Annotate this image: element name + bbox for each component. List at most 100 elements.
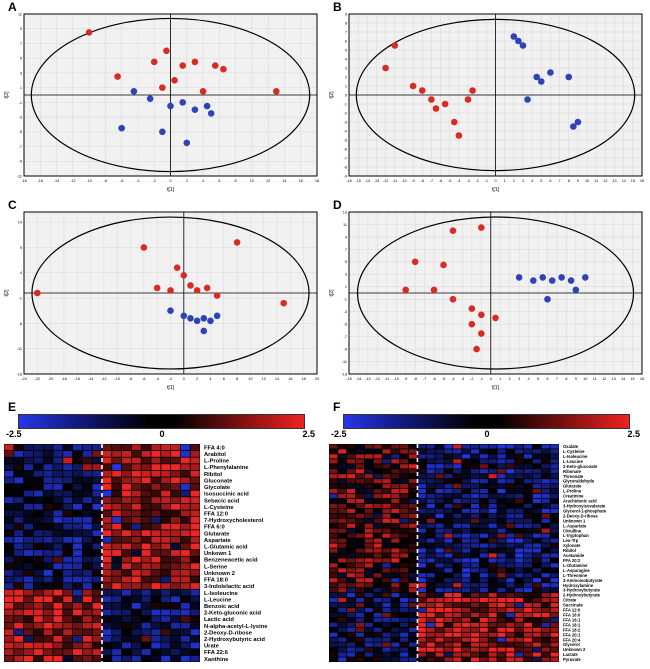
heatmap-cell: [33, 510, 43, 517]
heatmap-cell: [453, 597, 462, 603]
data-point-group-red: [428, 96, 435, 103]
heatmap-cell: [102, 655, 112, 662]
heatmap-cell: [550, 548, 559, 553]
heatmap-cell: [4, 523, 14, 530]
heatmap-cell: [506, 627, 515, 632]
y-tick-label: -2: [344, 111, 347, 115]
heatmap-cell: [462, 563, 471, 568]
data-point-group-blue: [187, 315, 194, 322]
heatmap-cell: [417, 474, 426, 479]
heatmap-cell: [73, 444, 82, 451]
heatmap-cell: [347, 632, 356, 637]
heatmap-cell: [541, 508, 550, 513]
y-tick-label: 1: [345, 285, 347, 289]
heatmap-cell: [470, 607, 479, 613]
heatmap-cell: [131, 523, 141, 530]
heatmap-cell: [102, 543, 112, 550]
heatmap-cell: [338, 588, 347, 593]
heatmap-cell: [364, 657, 373, 662]
y-tick-label: -7: [344, 335, 347, 339]
heatmap-cell: [426, 513, 435, 518]
heatmap-cell: [426, 632, 435, 637]
heatmap-cell: [382, 647, 391, 652]
heatmap-cell: [63, 457, 73, 464]
heatmap-cell: [24, 576, 33, 583]
heatmap-cell: [24, 583, 33, 589]
heatmap-cell: [409, 538, 418, 543]
heatmap-cell: [497, 612, 506, 618]
heatmap-cell: [479, 503, 488, 509]
heatmap-cell: [141, 589, 151, 596]
heatmap-cell: [102, 635, 112, 642]
heatmap-cell: [524, 578, 533, 583]
heatmap-cell: [33, 530, 43, 537]
heatmap-cell: [532, 647, 541, 652]
heatmap-cell: [347, 503, 356, 509]
heatmap-cell: [373, 632, 382, 637]
row-label: Aspartate: [204, 538, 232, 544]
heatmap-cell: [355, 558, 364, 563]
heatmap-cell: [488, 449, 497, 454]
heatmap-cell: [497, 617, 506, 622]
y-tick-label: -11: [342, 360, 347, 364]
heatmap-cell: [541, 583, 550, 588]
heatmap-cell: [161, 530, 171, 537]
heatmap-cell: [488, 642, 497, 647]
x-tick-label: -15: [355, 179, 361, 183]
data-point-group-red: [440, 261, 447, 269]
heatmap-cell: [541, 597, 550, 603]
heatmap-cell: [550, 543, 559, 548]
heatmap-cell: [435, 543, 444, 548]
heatmap-cell: [462, 558, 471, 563]
row-label: L-Proline: [204, 459, 230, 465]
heatmap-cell: [462, 523, 471, 528]
heatmap-cell: [14, 444, 24, 451]
x-tick-label: 0: [490, 377, 492, 381]
heatmap-cell: [488, 652, 497, 657]
heatmap-cell: [409, 503, 418, 509]
heatmap-cell: [53, 543, 63, 550]
heatmap-cell: [347, 642, 356, 647]
heatmap-cell: [400, 498, 409, 504]
heatmap-cell: [364, 498, 373, 504]
heatmap-cell: [409, 583, 418, 588]
heatmap-cell: [417, 627, 426, 632]
heatmap-cell: [171, 596, 180, 603]
heatmap-cell: [435, 563, 444, 568]
panel-a-score-plot: A -18 -16 -14 -12 -10 -8 -6 -4 -2 0 2 4 6 8 10 12 14 16 18…: [0, 0, 325, 200]
heatmap-cell: [33, 484, 43, 490]
x-tick-label: -8: [421, 179, 424, 183]
heatmap-cell: [541, 484, 550, 489]
heatmap-cell: [82, 536, 92, 543]
heatmap-cell: [329, 538, 338, 543]
heatmap-cell: [550, 488, 559, 494]
heatmap-cell: [515, 479, 524, 484]
heatmap-cell: [122, 563, 131, 570]
heatmap-cell: [43, 556, 53, 563]
heatmap-cell: [497, 602, 506, 608]
heatmap-cell: [497, 493, 506, 499]
heatmap-cell: [524, 528, 533, 533]
heatmap-cell: [63, 510, 73, 517]
heatmap-cell: [417, 612, 426, 618]
heatmap-cell: [190, 589, 200, 596]
heatmap-cell: [141, 543, 151, 550]
heatmap-cell: [444, 548, 453, 553]
heatmap-cell: [462, 588, 471, 593]
heatmap-cell: [453, 528, 462, 533]
heatmap-cell: [462, 607, 471, 613]
heatmap-cell: [329, 602, 338, 608]
heatmap-cell: [444, 558, 453, 563]
heatmap-cell: [462, 642, 471, 647]
heatmap-cell: [171, 464, 180, 471]
row-label: Unknown 2: [563, 647, 586, 652]
heatmap-cell: [122, 464, 131, 471]
heatmap-cell: [355, 657, 364, 662]
heatmap-cell: [190, 563, 200, 570]
heatmap-cell: [453, 622, 462, 627]
heatmap-cell: [382, 642, 391, 647]
heatmap-cell: [391, 617, 400, 622]
heatmap-cell: [524, 642, 533, 647]
heatmap-cell: [541, 503, 550, 509]
heatmap-cell: [506, 558, 515, 563]
